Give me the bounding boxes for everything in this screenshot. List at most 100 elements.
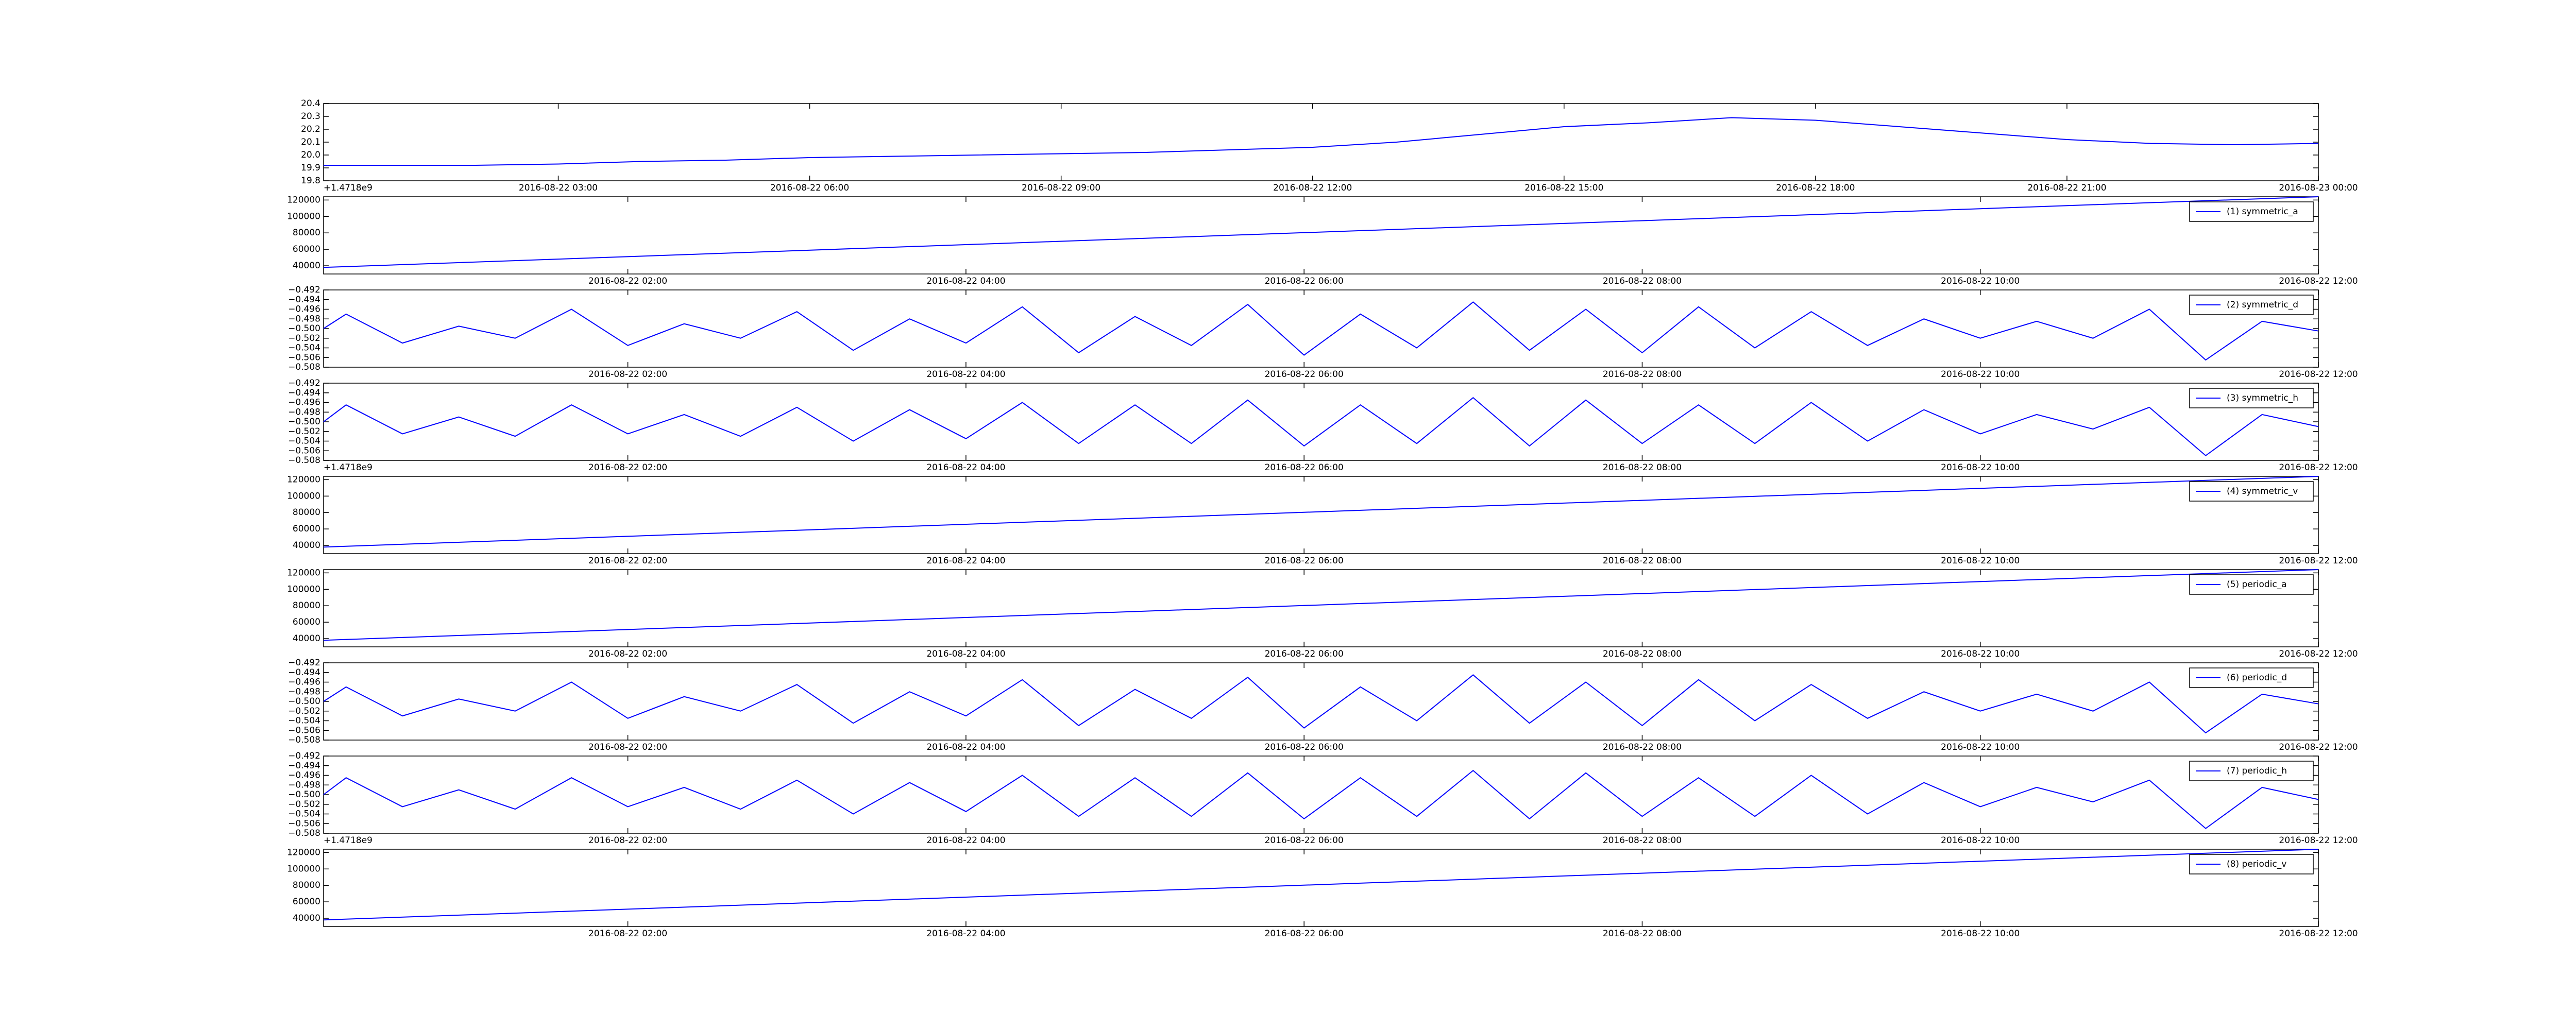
x-tick-label: 2016-08-22 08:00 [1603, 929, 1682, 939]
x-tick-label: 2016-08-22 08:00 [1603, 369, 1682, 380]
x-tick-label: 2016-08-22 06:00 [1265, 929, 1344, 939]
legend-label: (7) periodic_h [2227, 766, 2287, 776]
y-tick-label: 100000 [287, 211, 320, 221]
y-tick-label: −0.500 [288, 323, 320, 334]
x-tick-label: 2016-08-22 08:00 [1603, 742, 1682, 752]
y-tick-label: 120000 [287, 474, 320, 485]
x-tick-label: 2016-08-22 10:00 [1941, 276, 2020, 286]
x-tick-label: 2016-08-22 18:00 [1776, 183, 1855, 193]
y-tick-label: −0.492 [288, 658, 320, 668]
y-tick-label: −0.498 [288, 407, 320, 417]
x-tick-label: 2016-08-22 04:00 [926, 835, 1005, 846]
y-tick-label: −0.500 [288, 696, 320, 707]
y-tick-label: −0.498 [288, 780, 320, 790]
y-tick-label: 40000 [293, 633, 320, 644]
x-tick-label: 2016-08-22 06:00 [1265, 556, 1344, 566]
legend-label: (2) symmetric_d [2227, 300, 2298, 310]
y-tick-label: 120000 [287, 568, 320, 578]
data-line [323, 674, 2319, 734]
x-tick-label: 2016-08-22 04:00 [926, 649, 1005, 659]
x-tick-label: 2016-08-22 10:00 [1941, 462, 2020, 473]
subplot: −0.508−0.506−0.504−0.502−0.500−0.498−0.4… [288, 658, 2358, 752]
y-tick-label: 120000 [287, 195, 320, 205]
x-tick-label: 2016-08-22 08:00 [1603, 276, 1682, 286]
x-tick-label: 2016-08-22 21:00 [2027, 183, 2106, 193]
plot-frame [323, 849, 2319, 927]
y-tick-label: 60000 [293, 897, 320, 907]
y-tick-label: −0.502 [288, 333, 320, 344]
x-tick-label: 2016-08-22 08:00 [1603, 462, 1682, 473]
x-tick-label: 2016-08-22 10:00 [1941, 929, 2020, 939]
y-tick-label: −0.492 [288, 751, 320, 761]
y-tick-label: −0.504 [288, 343, 320, 353]
y-tick-label: 60000 [293, 244, 320, 254]
x-tick-label: 2016-08-22 06:00 [1265, 649, 1344, 659]
y-tick-label: −0.492 [288, 285, 320, 295]
plot-frame [323, 569, 2319, 647]
y-tick-label: −0.494 [288, 295, 320, 305]
x-tick-label: 2016-08-22 04:00 [926, 276, 1005, 286]
y-tick-label: 80000 [293, 600, 320, 611]
y-tick-label: −0.498 [288, 314, 320, 324]
y-tick-label: 60000 [293, 524, 320, 534]
subplot: 40000 60000 80000 100000 120000 2016-08-22 02… [287, 568, 2358, 659]
y-tick-label: 20.1 [301, 137, 320, 147]
plot-frame [323, 662, 2319, 741]
offset-text: +1.4718e9 [324, 835, 372, 846]
x-tick-label: 2016-08-22 12:00 [2279, 556, 2358, 566]
offset-text: +1.4718e9 [324, 462, 372, 473]
x-tick-label: 2016-08-22 12:00 [1273, 183, 1352, 193]
x-tick-label: 2016-08-22 02:00 [588, 929, 667, 939]
x-tick-label: 2016-08-22 12:00 [2279, 369, 2358, 380]
legend-label: (8) periodic_v [2227, 859, 2286, 869]
y-tick-label: 20.0 [301, 150, 320, 160]
subplot: 40000 60000 80000 100000 120000 2016-08-22 02… [287, 195, 2358, 286]
x-tick-label: 2016-08-22 02:00 [588, 556, 667, 566]
data-line [323, 476, 2319, 548]
x-tick-label: 2016-08-22 06:00 [1265, 835, 1344, 846]
x-tick-label: 2016-08-22 10:00 [1941, 649, 2020, 659]
subplot: −0.508−0.506−0.504−0.502−0.500−0.498−0.4… [288, 751, 2358, 846]
legend-label: (4) symmetric_v [2227, 486, 2298, 496]
x-tick-label: 2016-08-22 02:00 [588, 462, 667, 473]
x-tick-label: 2016-08-22 02:00 [588, 742, 667, 752]
x-tick-label: 2016-08-22 06:00 [1265, 369, 1344, 380]
subplot: 40000 60000 80000 100000 120000 2016-08-22 02… [287, 847, 2358, 939]
x-tick-label: 2016-08-22 06:00 [1265, 276, 1344, 286]
x-tick-label: 2016-08-22 02:00 [588, 276, 667, 286]
y-tick-label: −0.508 [288, 828, 320, 838]
y-tick-label: 80000 [293, 507, 320, 518]
subplot: 19.8 19.9 20.0 20.1 20.2 20.3 20.4 2016-08-22 0… [301, 98, 2358, 193]
x-tick-label: 2016-08-22 08:00 [1603, 649, 1682, 659]
legend-label: (3) symmetric_h [2227, 393, 2298, 403]
y-tick-label: −0.502 [288, 799, 320, 810]
x-tick-label: 2016-08-22 12:00 [2279, 276, 2358, 286]
y-tick-label: 80000 [293, 880, 320, 890]
data-line [323, 301, 2319, 361]
y-tick-label: −0.500 [288, 417, 320, 427]
x-tick-label: 2016-08-22 02:00 [588, 835, 667, 846]
y-tick-label: −0.492 [288, 378, 320, 388]
legend-label: (6) periodic_d [2227, 673, 2287, 683]
y-tick-label: 60000 [293, 617, 320, 627]
y-tick-label: −0.496 [288, 304, 320, 315]
x-tick-label: 2016-08-22 02:00 [588, 649, 667, 659]
plot-frame [323, 196, 2319, 274]
plot-frame [323, 289, 2319, 368]
x-tick-label: 2016-08-22 03:00 [519, 183, 598, 193]
y-tick-label: −0.504 [288, 436, 320, 447]
y-tick-label: 80000 [293, 228, 320, 238]
y-tick-label: −0.506 [288, 445, 320, 456]
data-line [323, 569, 2319, 641]
legend-label: (1) symmetric_a [2227, 207, 2298, 217]
y-tick-label: 100000 [287, 864, 320, 874]
y-tick-label: −0.508 [288, 362, 320, 372]
data-line [323, 769, 2319, 829]
y-tick-label: −0.506 [288, 818, 320, 829]
x-tick-label: 2016-08-22 06:00 [1265, 742, 1344, 752]
y-tick-label: −0.506 [288, 352, 320, 363]
plot-frame [323, 756, 2319, 834]
x-tick-label: 2016-08-22 04:00 [926, 742, 1005, 752]
x-tick-label: 2016-08-22 06:00 [770, 183, 849, 193]
y-tick-label: −0.508 [288, 455, 320, 466]
